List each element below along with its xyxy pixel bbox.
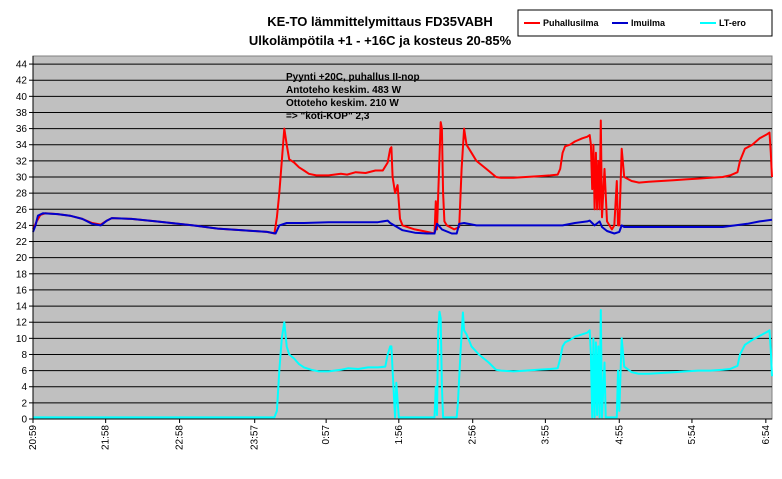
legend-label-lt-ero: LT-ero — [719, 18, 746, 28]
series-line-puhallusilma — [32, 119, 773, 235]
y-tick-label: 14 — [16, 302, 28, 313]
y-tick-label: 8 — [21, 350, 27, 361]
annotation-line-4: => "koti-KOP" 2,3 — [286, 111, 370, 122]
x-tick-label: 5:54 — [687, 425, 698, 445]
y-tick-label: 26 — [16, 205, 28, 216]
x-tick-label: 4:55 — [614, 425, 625, 445]
chart-title: KE-TO lämmittelymittaus FD35VABH — [267, 14, 493, 29]
y-tick-label: 18 — [16, 269, 28, 280]
x-tick-label: 0:57 — [321, 425, 332, 445]
y-tick-label: 16 — [16, 285, 28, 296]
y-tick-label: 28 — [16, 189, 28, 200]
legend-box — [517, 9, 773, 37]
y-tick-label: 36 — [16, 124, 28, 135]
x-tick-label: 3:55 — [540, 425, 551, 445]
legend: Puhallusilma Imuilma LT-ero — [517, 9, 773, 37]
y-tick-label: 44 — [16, 60, 28, 71]
y-tick-label: 24 — [16, 221, 28, 232]
y-tick-label: 0 — [21, 415, 27, 426]
chart-subtitle: Ulkolämpötila +1 - +16C ja kosteus 20-85… — [249, 33, 512, 48]
plot-area — [32, 55, 773, 420]
x-axis-ticks: 20:59 21:58 22:58 23:57 0:57 1:56 2:56 3:55 4:55… — [28, 419, 772, 450]
x-tick-label: 22:58 — [175, 425, 186, 450]
x-tick-label: 23:57 — [250, 425, 261, 450]
x-tick-label: 20:59 — [28, 425, 39, 450]
annotation-line-1: Pyynti +20C, puhallus II-nop — [286, 72, 420, 83]
annotation-line-2: Antoteho keskim. 483 W — [286, 85, 402, 96]
y-tick-label: 30 — [16, 173, 28, 184]
legend-label-puhallusilma: Puhallusilma — [543, 18, 600, 28]
y-tick-label: 10 — [16, 334, 28, 345]
y-tick-label: 6 — [21, 366, 27, 377]
series-line-imuilma — [32, 212, 773, 235]
y-tick-label: 12 — [16, 318, 28, 329]
grid-lines — [33, 63, 772, 404]
annotation: Pyynti +20C, puhallus II-nop Antoteho ke… — [286, 72, 420, 122]
y-tick-label: 2 — [21, 398, 27, 409]
y-tick-label: 38 — [16, 108, 28, 119]
x-tick-label: 2:56 — [468, 425, 479, 445]
y-tick-label: 34 — [16, 140, 28, 151]
y-axis-ticks: 0246810121416182022242628303234363840424… — [16, 60, 33, 426]
series-line-lt-ero — [33, 309, 773, 419]
y-tick-label: 40 — [16, 92, 28, 103]
y-tick-label: 4 — [21, 382, 27, 393]
series-lines — [32, 119, 773, 419]
y-tick-label: 22 — [16, 237, 28, 248]
legend-label-imuilma: Imuilma — [631, 18, 666, 28]
x-tick-label: 6:54 — [761, 425, 772, 445]
y-tick-label: 20 — [16, 253, 28, 264]
x-tick-label: 21:58 — [101, 425, 112, 450]
annotation-line-3: Ottoteho keskim. 210 W — [286, 98, 399, 109]
y-tick-label: 32 — [16, 156, 28, 167]
y-tick-label: 42 — [16, 76, 28, 87]
x-tick-label: 1:56 — [394, 425, 405, 445]
